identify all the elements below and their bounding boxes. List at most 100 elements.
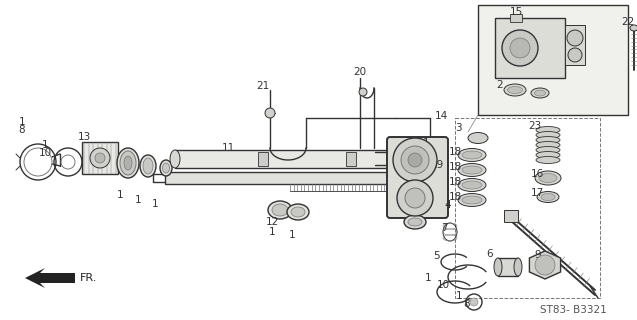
Ellipse shape — [508, 86, 522, 93]
Text: 15: 15 — [510, 7, 522, 17]
Ellipse shape — [458, 164, 486, 177]
Ellipse shape — [536, 132, 560, 139]
Text: FR.: FR. — [80, 273, 97, 283]
Ellipse shape — [536, 147, 560, 154]
Ellipse shape — [541, 194, 555, 201]
Bar — [565, 25, 585, 65]
Circle shape — [568, 48, 582, 62]
Text: 5: 5 — [434, 251, 440, 261]
Text: 11: 11 — [222, 143, 234, 153]
Ellipse shape — [494, 258, 502, 276]
Text: 1: 1 — [134, 195, 141, 205]
Ellipse shape — [117, 148, 139, 178]
Ellipse shape — [170, 150, 180, 168]
Bar — [495, 18, 565, 78]
Text: 14: 14 — [434, 111, 448, 121]
Text: 21: 21 — [256, 81, 269, 91]
Ellipse shape — [531, 88, 549, 98]
Text: 18: 18 — [448, 162, 462, 172]
Ellipse shape — [536, 126, 560, 133]
Bar — [478, 5, 628, 115]
Circle shape — [535, 255, 555, 275]
Ellipse shape — [468, 132, 488, 143]
Text: 1: 1 — [41, 140, 48, 150]
Ellipse shape — [536, 151, 560, 158]
Text: 23: 23 — [528, 121, 541, 131]
Ellipse shape — [120, 151, 136, 175]
Circle shape — [567, 30, 583, 46]
Ellipse shape — [462, 151, 482, 159]
Text: 1: 1 — [289, 230, 296, 240]
Text: 1: 1 — [269, 227, 275, 237]
Bar — [504, 210, 518, 222]
Circle shape — [90, 148, 110, 168]
Circle shape — [405, 188, 425, 208]
Text: 10: 10 — [436, 280, 450, 290]
Ellipse shape — [291, 207, 305, 217]
Text: 18: 18 — [448, 192, 462, 202]
Bar — [82, 142, 118, 174]
Text: 1: 1 — [423, 138, 429, 148]
Circle shape — [393, 138, 437, 182]
Text: 13: 13 — [77, 132, 90, 142]
Text: 8: 8 — [18, 125, 25, 135]
Circle shape — [359, 88, 367, 96]
Ellipse shape — [458, 194, 486, 206]
Ellipse shape — [390, 150, 400, 168]
Ellipse shape — [534, 90, 545, 96]
Text: 7: 7 — [441, 223, 447, 233]
Ellipse shape — [404, 215, 426, 229]
Text: ST83- B3321: ST83- B3321 — [540, 305, 607, 315]
Bar — [175, 150, 395, 168]
Ellipse shape — [268, 201, 292, 219]
Ellipse shape — [539, 173, 557, 182]
Text: 12: 12 — [266, 217, 278, 227]
Ellipse shape — [462, 166, 482, 174]
Circle shape — [401, 146, 429, 174]
Circle shape — [95, 153, 105, 163]
Ellipse shape — [272, 204, 288, 216]
Text: 18: 18 — [448, 147, 462, 157]
Text: 1: 1 — [117, 190, 124, 200]
Ellipse shape — [536, 137, 560, 143]
Text: 22: 22 — [621, 17, 634, 27]
Bar — [258, 152, 268, 166]
Ellipse shape — [287, 204, 309, 220]
Text: 1: 1 — [18, 117, 25, 127]
Ellipse shape — [462, 181, 482, 189]
Text: 20: 20 — [354, 67, 366, 77]
Text: 1: 1 — [455, 291, 462, 301]
Ellipse shape — [140, 155, 156, 177]
Bar — [455, 118, 600, 298]
Text: 1: 1 — [425, 273, 431, 283]
Ellipse shape — [458, 148, 486, 162]
Text: 6: 6 — [487, 249, 493, 259]
Text: 1: 1 — [152, 199, 159, 209]
Circle shape — [397, 180, 433, 216]
Ellipse shape — [514, 258, 522, 276]
Ellipse shape — [458, 179, 486, 191]
Text: 9: 9 — [534, 250, 541, 260]
Text: 18: 18 — [448, 177, 462, 187]
Ellipse shape — [536, 156, 560, 164]
Ellipse shape — [408, 218, 422, 226]
Circle shape — [510, 38, 530, 58]
Text: 3: 3 — [455, 123, 461, 133]
Ellipse shape — [536, 141, 560, 148]
Ellipse shape — [537, 191, 559, 203]
Bar — [510, 14, 522, 22]
FancyBboxPatch shape — [387, 137, 448, 218]
Text: 10: 10 — [38, 148, 52, 158]
Text: 8: 8 — [464, 299, 470, 309]
Ellipse shape — [504, 84, 526, 96]
Circle shape — [502, 30, 538, 66]
Text: 19: 19 — [431, 160, 443, 170]
Bar — [498, 258, 518, 276]
Circle shape — [408, 153, 422, 167]
Text: 17: 17 — [531, 188, 543, 198]
Polygon shape — [25, 268, 75, 288]
Ellipse shape — [462, 196, 482, 204]
Ellipse shape — [124, 156, 132, 170]
Ellipse shape — [630, 25, 637, 31]
Ellipse shape — [160, 160, 172, 176]
